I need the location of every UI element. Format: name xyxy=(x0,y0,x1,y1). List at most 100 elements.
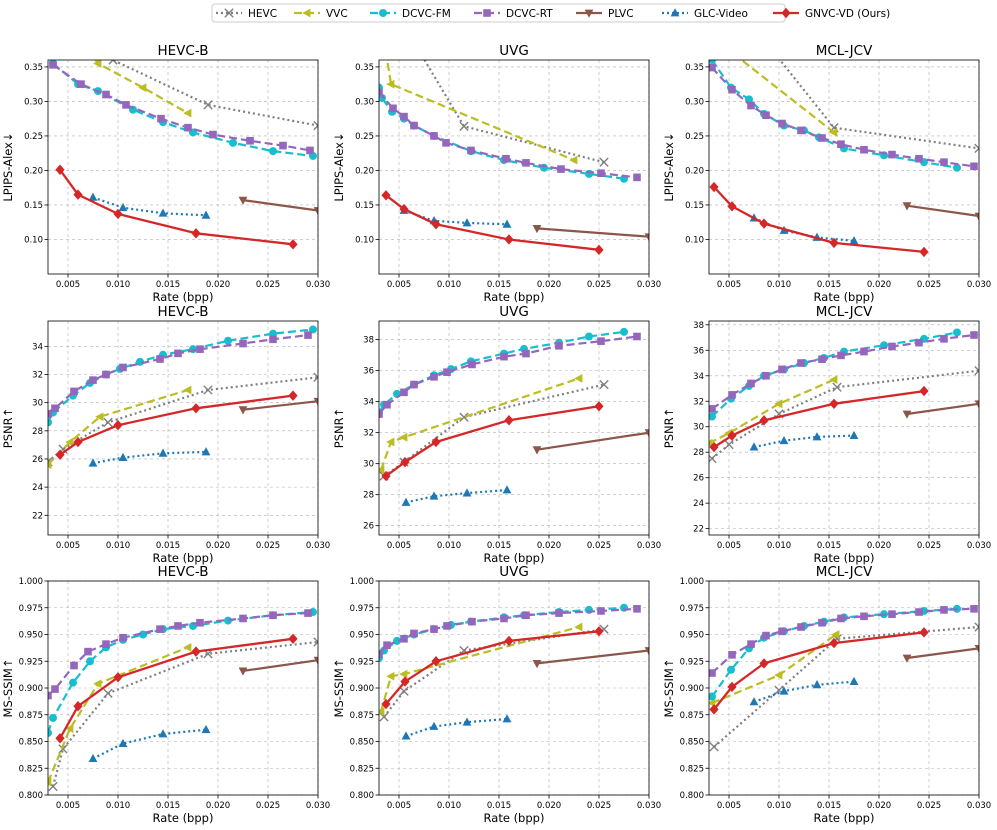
y-tick-label: 0.925 xyxy=(680,657,704,667)
data-point-vvc xyxy=(183,385,192,395)
data-point-vvc xyxy=(379,707,385,716)
legend-marker xyxy=(224,8,234,18)
y-axis-label: PSNR↑ xyxy=(1,408,15,448)
data-point-dcvcrt xyxy=(970,162,978,171)
x-tick-label: 0.010 xyxy=(106,541,130,551)
series-group xyxy=(709,604,979,752)
data-point-vvc xyxy=(138,83,147,93)
data-point-dcvcrt xyxy=(389,104,397,113)
x-tick-label: 0.010 xyxy=(106,280,130,290)
series-line-dcvcfm xyxy=(711,60,958,169)
data-point-dcvcrt xyxy=(400,112,408,121)
series-line-vvc xyxy=(739,60,835,134)
data-point-dcvcfm xyxy=(709,692,716,701)
series-glc xyxy=(88,447,211,467)
data-point-hevc xyxy=(974,143,979,154)
data-point-glc xyxy=(849,236,859,245)
chart-title: UVG xyxy=(499,304,529,320)
x-tick-label: 0.015 xyxy=(817,801,841,811)
data-point-vvc xyxy=(774,399,783,409)
data-point-gnvc xyxy=(381,470,391,482)
data-point-glc xyxy=(118,202,128,212)
chart-panel-8: 0.005 0.010 0.015 0.020 0.025 0.030 0.800 0.825… xyxy=(332,564,661,825)
data-point-dcvcfm xyxy=(727,665,735,674)
x-tick-label: 0.025 xyxy=(587,280,611,290)
data-point-dcvcfm xyxy=(86,657,94,666)
legend-label: VVC xyxy=(326,8,348,20)
data-point-hevc xyxy=(313,120,318,131)
series-hevc xyxy=(379,379,609,481)
y-tick-label: 0.10 xyxy=(24,235,43,245)
data-point-glc xyxy=(749,442,759,451)
x-tick-label: 0.015 xyxy=(817,541,841,551)
data-point-plvc xyxy=(238,196,248,205)
series-line-hevc xyxy=(778,60,979,150)
data-point-dcvcrt xyxy=(306,146,314,155)
data-point-dcvcrt xyxy=(837,614,845,623)
data-point-vvc xyxy=(65,437,74,447)
data-point-vvc xyxy=(63,14,71,23)
y-tick-label: 32 xyxy=(32,371,43,381)
data-point-dcvcrt xyxy=(818,618,826,627)
data-point-dcvcrt xyxy=(269,611,277,620)
series-plvc xyxy=(238,656,318,676)
series-group xyxy=(709,328,979,464)
series-glc xyxy=(399,205,512,228)
x-tick-label: 0.030 xyxy=(637,280,661,290)
chart-panel-4: 0.005 0.010 0.015 0.020 0.025 0.030 22 24 26 28 30… xyxy=(1,304,330,565)
data-point-dcvcfm xyxy=(224,616,232,625)
data-point-glc xyxy=(118,452,128,461)
data-point-plvc xyxy=(313,207,318,216)
data-point-dcvcrt xyxy=(122,101,130,109)
data-point-dcvcrt xyxy=(709,405,716,413)
data-point-dcvcfm xyxy=(620,327,628,336)
data-point-dcvcrt xyxy=(915,154,923,163)
series-glc xyxy=(401,485,512,506)
x-tick-label: 0.025 xyxy=(587,801,611,811)
y-tick-label: 28 xyxy=(363,491,374,501)
data-point-dcvcrt xyxy=(940,606,948,614)
data-point-dcvcrt xyxy=(633,605,641,613)
y-axis-label: MS-SSIM↑ xyxy=(1,659,15,718)
data-point-gnvc xyxy=(191,403,201,414)
data-point-dcvcrt xyxy=(633,332,641,341)
y-tick-label: 0.15 xyxy=(355,201,374,211)
data-point-plvc xyxy=(644,647,649,656)
series-dcvcrt xyxy=(49,61,314,155)
data-point-dcvcrt xyxy=(84,647,92,656)
data-point-dcvcrt xyxy=(209,130,217,139)
data-point-gnvc xyxy=(709,181,719,193)
y-tick-label: 0.35 xyxy=(685,63,704,73)
data-point-hevc xyxy=(313,637,318,647)
y-tick-label: 0.800 xyxy=(19,791,43,801)
data-point-glc xyxy=(88,458,98,467)
data-point-glc xyxy=(201,447,211,456)
data-point-plvc xyxy=(902,410,912,419)
series-plvc xyxy=(902,645,979,663)
data-point-gnvc xyxy=(829,637,839,649)
y-tick-label: 0.15 xyxy=(685,201,704,211)
x-tick-label: 0.010 xyxy=(437,280,461,290)
data-point-dcvcrt xyxy=(400,388,408,397)
data-point-dcvcfm xyxy=(953,163,961,172)
series-plvc xyxy=(532,647,649,669)
series-dcvcfm xyxy=(709,60,961,172)
x-tick-label: 0.005 xyxy=(717,280,741,290)
y-tick-label: 30 xyxy=(363,460,374,470)
series-line-glc xyxy=(92,196,207,217)
data-point-dcvcrt xyxy=(597,337,605,345)
series-vvc xyxy=(63,14,192,118)
data-point-glc xyxy=(462,488,472,497)
series-line-plvc xyxy=(536,649,649,665)
series-vvc xyxy=(379,622,583,716)
data-point-dcvcrt xyxy=(239,339,247,348)
chart-panel-7: 0.005 0.010 0.015 0.020 0.025 0.030 0.800 0.825… xyxy=(1,564,330,825)
x-tick-label: 0.020 xyxy=(867,280,891,290)
chart-title: UVG xyxy=(499,43,529,59)
data-point-gnvc xyxy=(191,228,201,239)
x-tick-label: 0.030 xyxy=(306,280,330,290)
data-point-gnvc xyxy=(55,449,65,460)
series-dcvcrt xyxy=(48,609,312,700)
x-tick-label: 0.005 xyxy=(56,801,80,811)
